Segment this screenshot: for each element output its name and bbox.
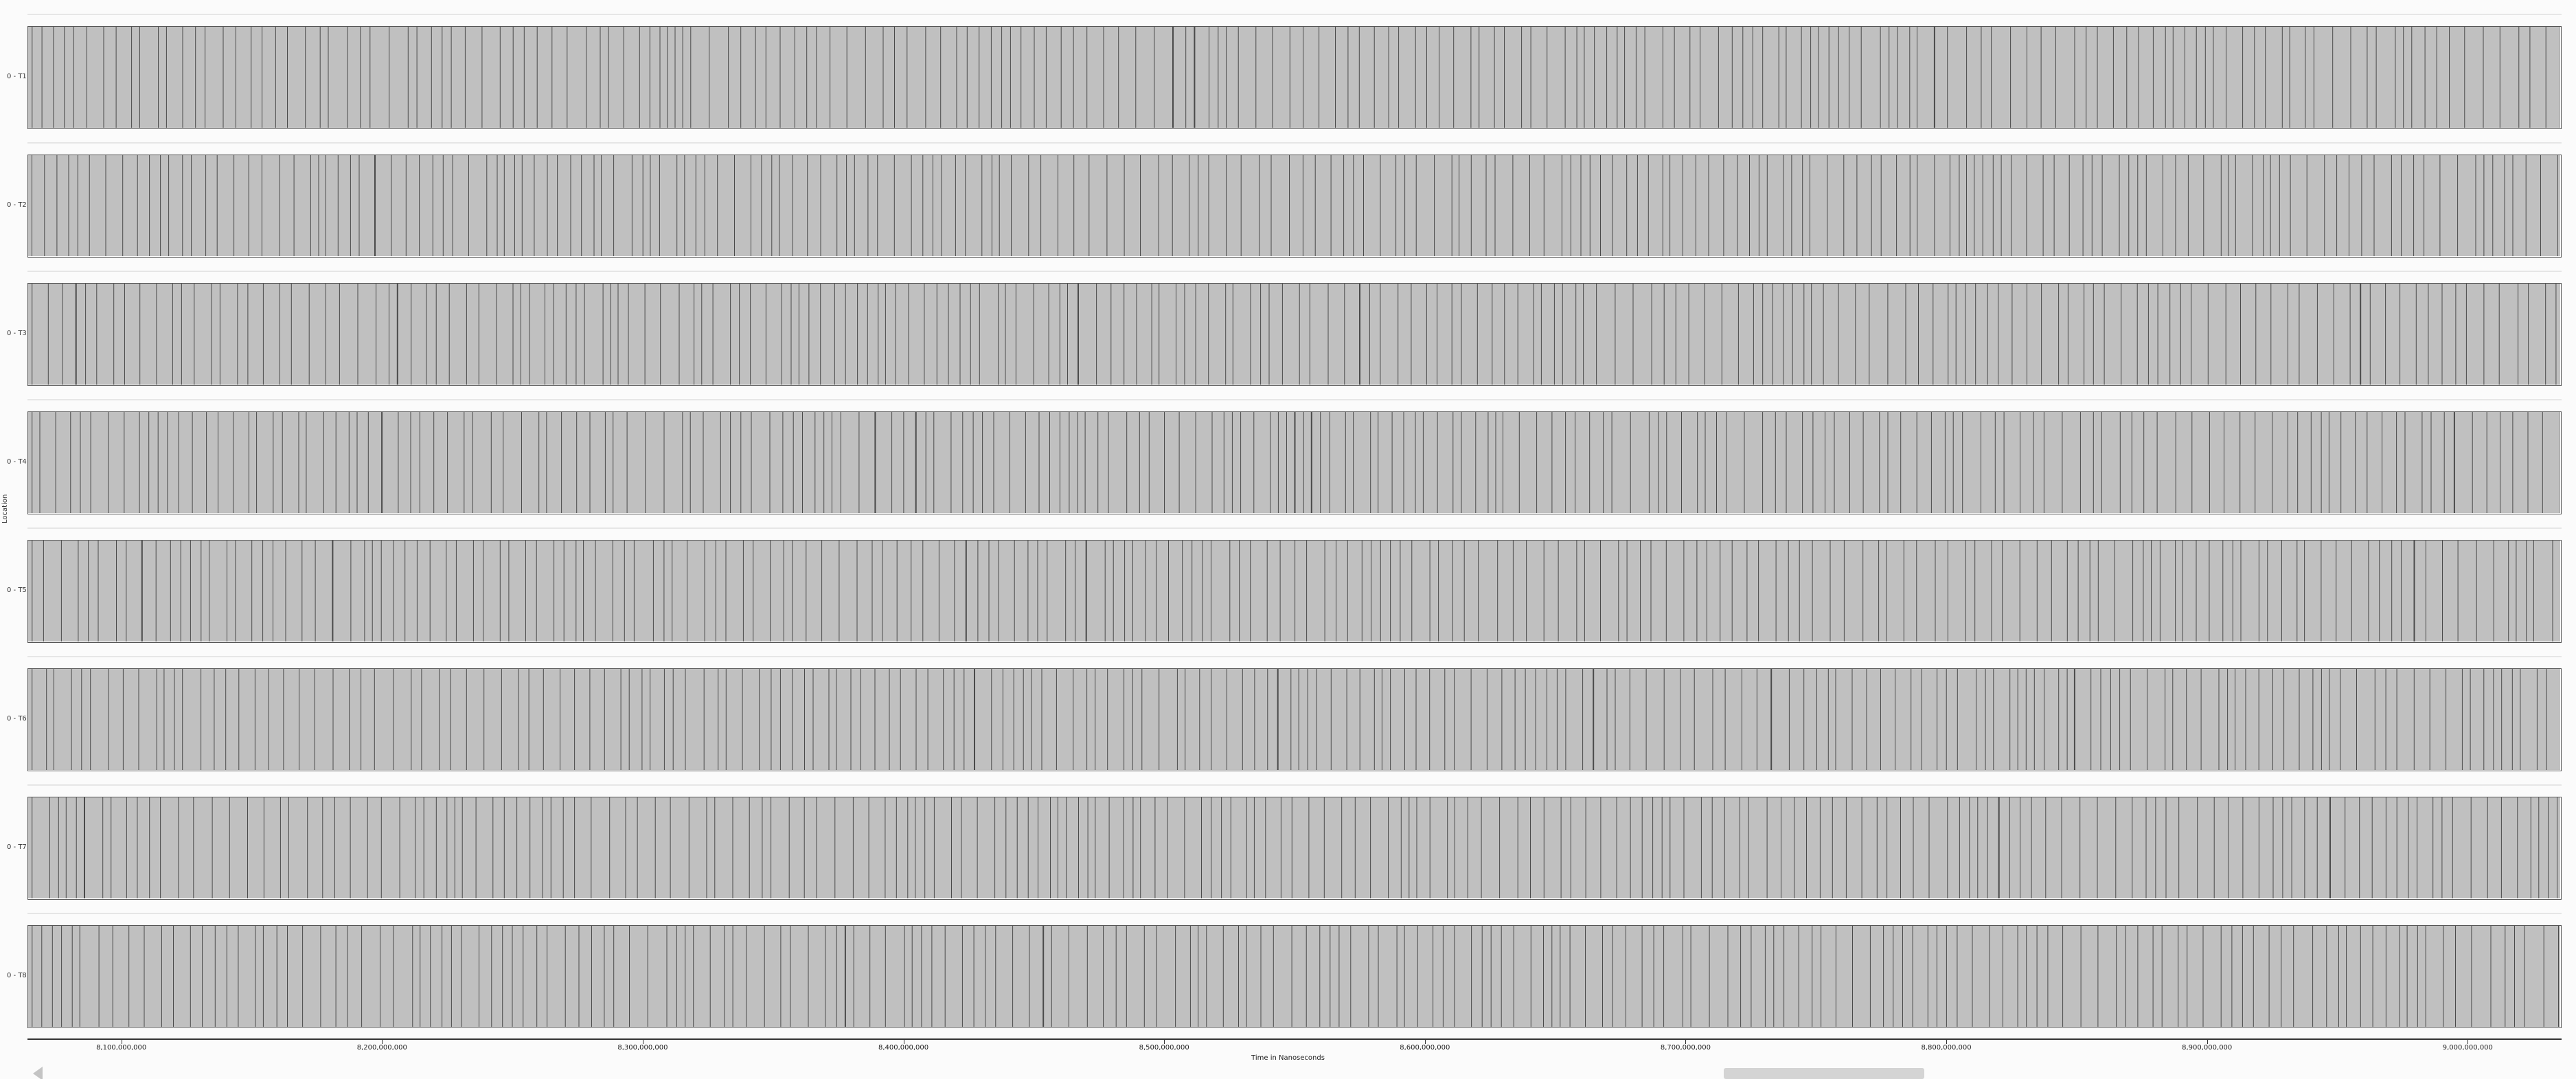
track-events [28, 155, 2560, 256]
x-tick-label: 9,000,000,000 [2442, 1044, 2493, 1052]
track-fill [28, 541, 2560, 641]
location-label: 0 - T8 [7, 972, 27, 979]
location-track[interactable] [27, 797, 2562, 900]
scroll-left-icon[interactable] [33, 1067, 43, 1079]
x-axis-title: Time in Nanoseconds [1251, 1054, 1325, 1062]
row-separator [27, 784, 2562, 786]
row-separator [27, 14, 2562, 15]
x-axis: 8,100,000,000 8,200,000,000 8,300,000,000 8… [27, 1038, 2562, 1066]
location-track[interactable] [27, 540, 2562, 643]
track-fill [28, 284, 2560, 385]
x-tick-label: 8,400,000,000 [878, 1044, 929, 1052]
location-label: 0 - T6 [7, 715, 27, 723]
row-separator [27, 399, 2562, 400]
x-tick-label: 8,500,000,000 [1139, 1044, 1189, 1052]
scrollbar-thumb[interactable] [1724, 1068, 1924, 1079]
track-events [28, 284, 2560, 385]
location-track[interactable] [27, 283, 2562, 386]
location-label: 0 - T1 [7, 73, 27, 80]
x-tick-label: 8,300,000,000 [617, 1044, 668, 1052]
track-events [28, 27, 2560, 128]
location-track[interactable] [27, 411, 2562, 514]
location-label: 0 - T3 [7, 330, 27, 337]
x-tick-label: 8,700,000,000 [1660, 1044, 1711, 1052]
track-fill [28, 797, 2560, 898]
x-tick-label: 8,900,000,000 [2182, 1044, 2233, 1052]
x-tick-label: 8,600,000,000 [1400, 1044, 1450, 1052]
x-tick [1685, 1038, 1687, 1044]
row-separator [27, 142, 2562, 144]
track-fill [28, 155, 2560, 256]
y-axis-title: Location [1, 494, 9, 523]
x-tick [2467, 1038, 2469, 1044]
location-label: 0 - T4 [7, 458, 27, 466]
location-track[interactable] [27, 668, 2562, 771]
track-fill [28, 669, 2560, 770]
row-separator [27, 271, 2562, 272]
row-separator [27, 656, 2562, 657]
location-label: 0 - T2 [7, 201, 27, 209]
x-tick [2207, 1038, 2208, 1044]
track-events [28, 541, 2560, 641]
x-tick [1164, 1038, 1165, 1044]
x-tick [1946, 1038, 1948, 1044]
row-separator [27, 527, 2562, 529]
location-label: 0 - T5 [7, 587, 27, 594]
horizontal-scrollbar[interactable] [27, 1065, 2562, 1079]
track-events [28, 412, 2560, 513]
x-tick [382, 1038, 383, 1044]
location-track[interactable] [27, 925, 2562, 1028]
track-events [28, 926, 2560, 1027]
location-label: 0 - T7 [7, 843, 27, 851]
x-tick [1424, 1038, 1426, 1044]
x-tick-label: 8,100,000,000 [96, 1044, 147, 1052]
track-fill [28, 926, 2560, 1027]
row-separator [27, 913, 2562, 914]
location-track[interactable] [27, 155, 2562, 258]
x-axis-line [27, 1038, 2562, 1040]
location-track[interactable] [27, 26, 2562, 129]
x-tick-label: 8,800,000,000 [1921, 1044, 1972, 1052]
track-events [28, 797, 2560, 898]
track-events [28, 669, 2560, 770]
x-tick-label: 8,200,000,000 [356, 1044, 407, 1052]
